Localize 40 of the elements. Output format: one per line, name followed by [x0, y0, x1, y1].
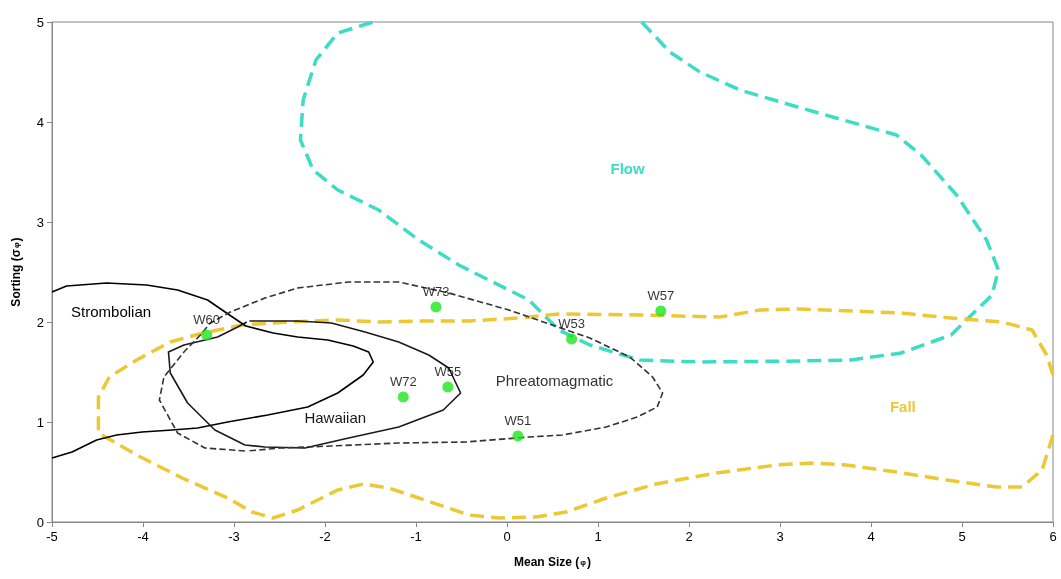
point	[201, 329, 213, 341]
x-tick-label: 2	[685, 529, 693, 544]
y-tick-label: 0	[36, 514, 44, 530]
x-tick-label: 3	[776, 529, 784, 544]
y-tick-label: 4	[36, 114, 44, 130]
x-tick-label: -1	[410, 529, 422, 544]
series-label: Hawaiian	[304, 408, 367, 426]
point	[397, 391, 409, 403]
series-label: Phreatomagmatic	[495, 371, 614, 389]
y-tick-label: 2	[36, 314, 44, 330]
data-label: W72	[389, 373, 417, 389]
x-tick-label: -2	[319, 529, 331, 544]
data-label: W73	[422, 283, 450, 299]
x-tick-label: 1	[594, 529, 602, 544]
point	[430, 301, 442, 313]
x-tick-label: 6	[1049, 529, 1057, 544]
data-label: W57	[647, 287, 675, 303]
x-tick-label: -3	[228, 529, 240, 544]
point	[442, 381, 454, 393]
x-tick-label: -5	[46, 529, 58, 544]
series-label: Strombolian	[71, 302, 152, 320]
y-tick-label: 5	[36, 14, 44, 30]
x-tick-label: -4	[137, 529, 149, 544]
data-label: W60	[193, 311, 221, 327]
x-axis-title: Mean Size (φ)	[513, 555, 592, 569]
y-tick-label: 1	[36, 414, 44, 430]
x-tick-label: 5	[958, 529, 966, 544]
point	[655, 305, 667, 317]
point	[566, 333, 578, 345]
point	[512, 430, 524, 442]
data-label: W51	[504, 412, 532, 428]
text: Flow	[610, 159, 645, 177]
text: Fall	[889, 397, 916, 415]
x-tick-label: 0	[503, 529, 511, 544]
x-tick-label: 4	[867, 529, 875, 544]
line-series	[298, 20, 1001, 364]
line-series	[51, 282, 375, 459]
y-tick-label: 3	[36, 214, 44, 230]
y-axis-title: Sorting (σφ)	[9, 237, 23, 307]
data-label: W53	[558, 315, 585, 331]
